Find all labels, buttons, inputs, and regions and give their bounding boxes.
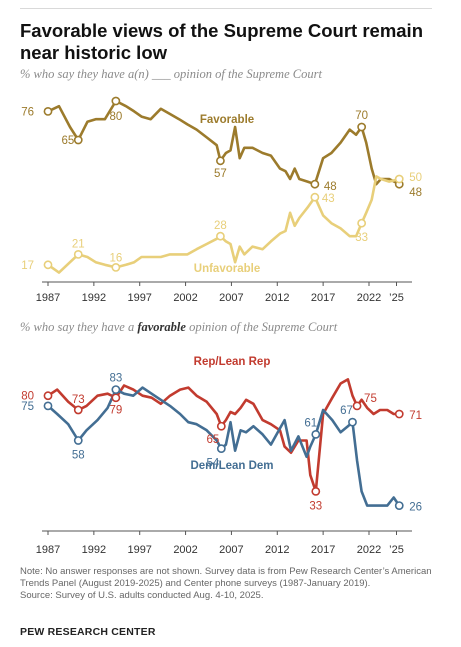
data-label: 80 [21,391,34,403]
data-point-marker [310,192,320,202]
x-tick-label: 2002 [173,292,197,304]
data-point-marker [73,135,83,145]
data-label: 43 [322,193,335,205]
data-label: 50 [409,172,422,184]
x-tick-label: 2012 [265,292,289,304]
x-tick-label: 2022 [357,544,381,556]
data-point-marker [43,107,53,116]
chart2-subtitle-bold: favorable [137,320,186,334]
chart2-subtitle-pre: % who say they have a [20,320,138,334]
x-tick-label: 2012 [265,544,289,556]
data-label: 71 [409,410,422,422]
data-point-marker [111,96,121,106]
data-point-marker [394,501,404,511]
data-point-marker [216,156,225,166]
data-label: 48 [409,187,422,199]
x-tick-label: ’25 [389,544,404,556]
data-label: 83 [109,373,122,385]
data-label: 57 [214,168,227,180]
data-label: 67 [340,405,353,417]
data-point-marker [311,486,321,496]
x-tick-label: 2022 [357,292,381,304]
data-label: 54 [207,458,220,470]
x-tick-label: ’25 [389,292,404,304]
data-label: 80 [109,111,122,123]
x-tick-label: 1992 [82,292,106,304]
data-point-marker [216,444,226,454]
data-point-marker [111,393,121,403]
data-label: 75 [21,401,34,413]
data-label: 17 [21,260,34,272]
data-label: 21 [72,238,85,250]
data-label: 33 [355,232,368,244]
data-point-marker [111,262,121,272]
chart-title: Favorable views of the Supreme Court rem… [20,20,423,63]
series-name-label: Rep/Lean Rep [194,356,271,368]
source-text: Source: Survey of U.S. adults conducted … [20,590,264,601]
series-name-label: Favorable [200,114,254,126]
data-point-marker [111,385,121,394]
data-label: 73 [72,394,85,406]
x-tick-label: 1997 [127,292,151,304]
data-point-marker [43,401,53,411]
data-label: 70 [355,110,368,122]
data-label: 26 [409,502,422,514]
data-point-marker [310,179,320,189]
data-label: 61 [304,417,317,429]
chart2-subtitle-post: opinion of the Supreme Court [185,320,338,334]
series-name-label: Unfavorable [194,263,260,275]
data-label: 65 [61,135,74,147]
data-point-marker [352,401,362,411]
data-point-marker [216,421,226,431]
data-point-marker [348,417,357,427]
data-label: 48 [324,181,337,193]
data-point-marker [394,409,404,419]
data-point-marker [43,260,53,270]
series-line-favorable [46,99,401,186]
x-tick-label: 2007 [219,292,243,304]
series-line-rep-lean-rep [46,378,401,493]
x-tick-label: 1992 [82,544,106,556]
top-rule [20,8,432,9]
x-tick-label: 1987 [36,544,60,556]
data-label: 75 [364,393,377,405]
data-point-marker [357,122,367,132]
data-point-marker [216,231,225,241]
data-label: 76 [21,106,34,118]
data-label: 33 [309,500,322,512]
chart2-svg: 1987 1992 1997 2002 2007 2012 2017 2022 ’25 80 73 7… [21,356,422,556]
data-point-marker [357,218,367,228]
series-name-label: Dem/Lean Dem [190,460,273,472]
data-point-marker [73,436,83,445]
data-point-marker [394,174,404,184]
data-label: 16 [109,252,122,264]
x-tick-label: 1987 [36,292,60,304]
brand-logo-text: PEW RESEARCH CENTER [20,626,156,638]
data-point-marker [73,249,83,259]
data-point-marker [311,429,321,439]
chart2-subtitle: % who say they have a favorable opinion … [20,320,337,335]
x-tick-label: 2007 [219,544,243,556]
series-line-dem-lean-dem [46,386,401,507]
data-label: 79 [109,405,122,417]
chart1-subtitle: % who say they have a(n) ___ opinion of … [20,67,322,81]
data-label: 58 [72,449,85,461]
chart1-svg: 1987 1992 1997 2002 2007 2012 2017 2022 ’25 76 65 8… [21,96,422,304]
note-text: Note: No answer responses are not shown.… [20,566,432,589]
x-tick-label: 1997 [127,544,151,556]
footnote: Note: No answer responses are not shown.… [20,566,440,602]
series-line-unfavorable [46,175,401,274]
data-label: 65 [207,434,220,446]
data-point-marker [43,391,53,401]
x-tick-label: 2017 [311,292,335,304]
data-point-marker [73,405,83,415]
data-label: 28 [214,220,227,232]
x-tick-label: 2017 [311,544,335,556]
x-tick-label: 2002 [173,544,197,556]
